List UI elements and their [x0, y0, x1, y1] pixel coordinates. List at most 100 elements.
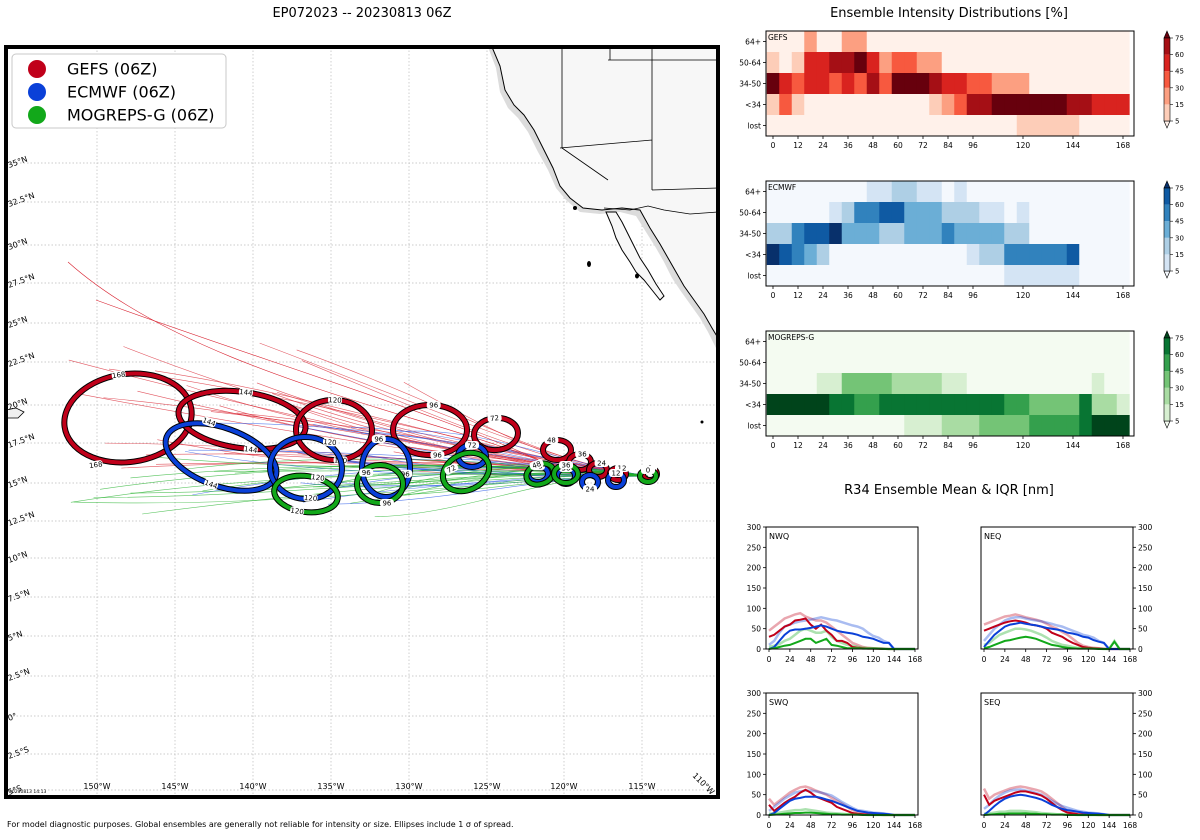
coastline	[6, 47, 718, 424]
ellipse-ecmwf: 12	[605, 469, 627, 490]
heatmap-cell	[879, 73, 893, 95]
ellipse-label-bg	[111, 370, 126, 380]
x-tick-label: 120	[866, 655, 881, 664]
heatmap-cell	[829, 352, 843, 374]
row-label: 50-64	[739, 209, 761, 218]
x-tick-label: 48	[1021, 821, 1031, 830]
heatmap-cell	[1004, 202, 1018, 224]
x-tick-label: 48	[806, 821, 816, 830]
heatmap-cell	[966, 415, 980, 437]
heatmap-cell	[904, 415, 918, 437]
heatmap-panel-name: GEFS	[768, 33, 788, 42]
heatmap-cell	[954, 223, 968, 245]
heatmap-cell	[966, 94, 980, 116]
ellipse-hour-label: 120	[323, 438, 337, 447]
x-tick-label: 96	[848, 821, 858, 830]
heatmap-cell	[941, 244, 955, 266]
map-title: EP072023 -- 20230813 06Z	[272, 6, 451, 21]
heatmap-cell	[991, 94, 1005, 116]
colorbar-tick-label: 45	[1175, 218, 1184, 226]
heatmap-cell	[954, 415, 968, 437]
ellipse-hour-label: 24	[597, 460, 606, 468]
ellipse-hour-label: 0	[646, 467, 650, 475]
heatmap-cell	[779, 94, 793, 116]
colorbar-cap	[1163, 420, 1171, 429]
x-tick-label: 48	[806, 655, 816, 664]
heatmap-cell	[804, 115, 818, 137]
heatmap-cell	[816, 31, 830, 53]
heatmap-cell	[879, 202, 893, 224]
heatmap-cell	[1004, 265, 1018, 287]
heatmap-cell	[929, 115, 943, 137]
heatmap-cell	[791, 115, 805, 137]
x-tick-label: 168	[908, 821, 923, 830]
heatmap-cell	[979, 223, 993, 245]
colorbar-tick-label: 45	[1175, 68, 1184, 76]
heatmap-cell	[1091, 415, 1105, 437]
y-tick-label: 250	[747, 709, 762, 718]
heatmap-cell	[1041, 115, 1055, 137]
heatmap-cell	[979, 244, 993, 266]
heatmap-cell	[854, 415, 868, 437]
heatmap-cell	[904, 202, 918, 224]
footer-note: For model diagnostic purposes. Global en…	[7, 820, 514, 829]
heatmap-cell	[1041, 31, 1055, 53]
colorbar-segment	[1164, 87, 1170, 105]
heatmap-cell	[1104, 181, 1118, 203]
heatmap-cell	[1091, 52, 1105, 74]
heatmap-cell	[1054, 223, 1068, 245]
x-tick-label: 60	[893, 141, 903, 150]
heatmap-cell	[1054, 31, 1068, 53]
heatmap-cell	[766, 31, 780, 53]
heatmap-cell	[979, 52, 993, 74]
heatmap-cell	[841, 52, 855, 74]
heatmap-cell	[1066, 181, 1080, 203]
x-tick-label: 96	[848, 655, 858, 664]
colorbar-cap	[1163, 120, 1171, 129]
x-tick-label: 84	[943, 291, 953, 300]
heatmap-cell	[779, 52, 793, 74]
heatmap-cell	[1041, 373, 1055, 395]
colorbar-segment	[1164, 404, 1170, 421]
y-tick-label: 300	[1138, 523, 1153, 532]
heatmap-cell	[1104, 115, 1118, 137]
x-tick-label: 144	[887, 655, 902, 664]
ellipse-hour-label: 12	[618, 465, 627, 473]
x-tick-label: 36	[843, 441, 853, 450]
heatmap-cell	[804, 394, 818, 416]
ellipse-hour-label: 120	[328, 396, 342, 404]
heatmap-cell	[866, 331, 880, 353]
heatmap-cell	[1091, 265, 1105, 287]
heatmap-cell	[979, 181, 993, 203]
r34-panel-swq: SWQ 0 50 100 150 200 250 300 0 24 48 72 96 120 144 168	[747, 689, 923, 830]
heatmap-cell	[879, 94, 893, 116]
heatmap-cell	[1079, 181, 1093, 203]
heatmap-cell	[941, 394, 955, 416]
heatmap-cell	[929, 31, 943, 53]
r34-panel-seq: SEQ 0 50 100 150 200 250 300 0 24 48 72 96 120 144 168	[980, 689, 1153, 830]
legend-box	[11, 53, 227, 129]
x-tick-label: 96	[1063, 655, 1073, 664]
heatmap-cell	[879, 373, 893, 395]
heatmap-cell	[891, 115, 905, 137]
heatmap-cell	[879, 244, 893, 266]
heatmap-cell	[1041, 265, 1055, 287]
heatmap-cell	[1116, 181, 1130, 203]
heatmap-cell	[904, 94, 918, 116]
heatmap-cell	[866, 373, 880, 395]
heatmap-cell	[1066, 265, 1080, 287]
heatmap-cell	[891, 265, 905, 287]
colorbar-segment	[1164, 104, 1170, 121]
x-tick-label: 120	[1016, 141, 1031, 150]
ellipse-label-bg	[379, 499, 394, 507]
x-tick-label: 96	[1063, 821, 1073, 830]
heatmap-panel: GEFS 64+ 50-64 34-50 <34 lost 0 12 24 36 48 60 72 84 9…	[739, 30, 1184, 150]
heatmap-cell	[1016, 352, 1030, 374]
colorbar-segment	[1164, 221, 1170, 238]
ellipse-hour-label: 96	[401, 470, 410, 478]
ellipse-label-bg	[322, 437, 338, 447]
heatmap-cell	[841, 244, 855, 266]
row-label: 50-64	[739, 59, 761, 68]
hawaii	[6, 407, 25, 419]
